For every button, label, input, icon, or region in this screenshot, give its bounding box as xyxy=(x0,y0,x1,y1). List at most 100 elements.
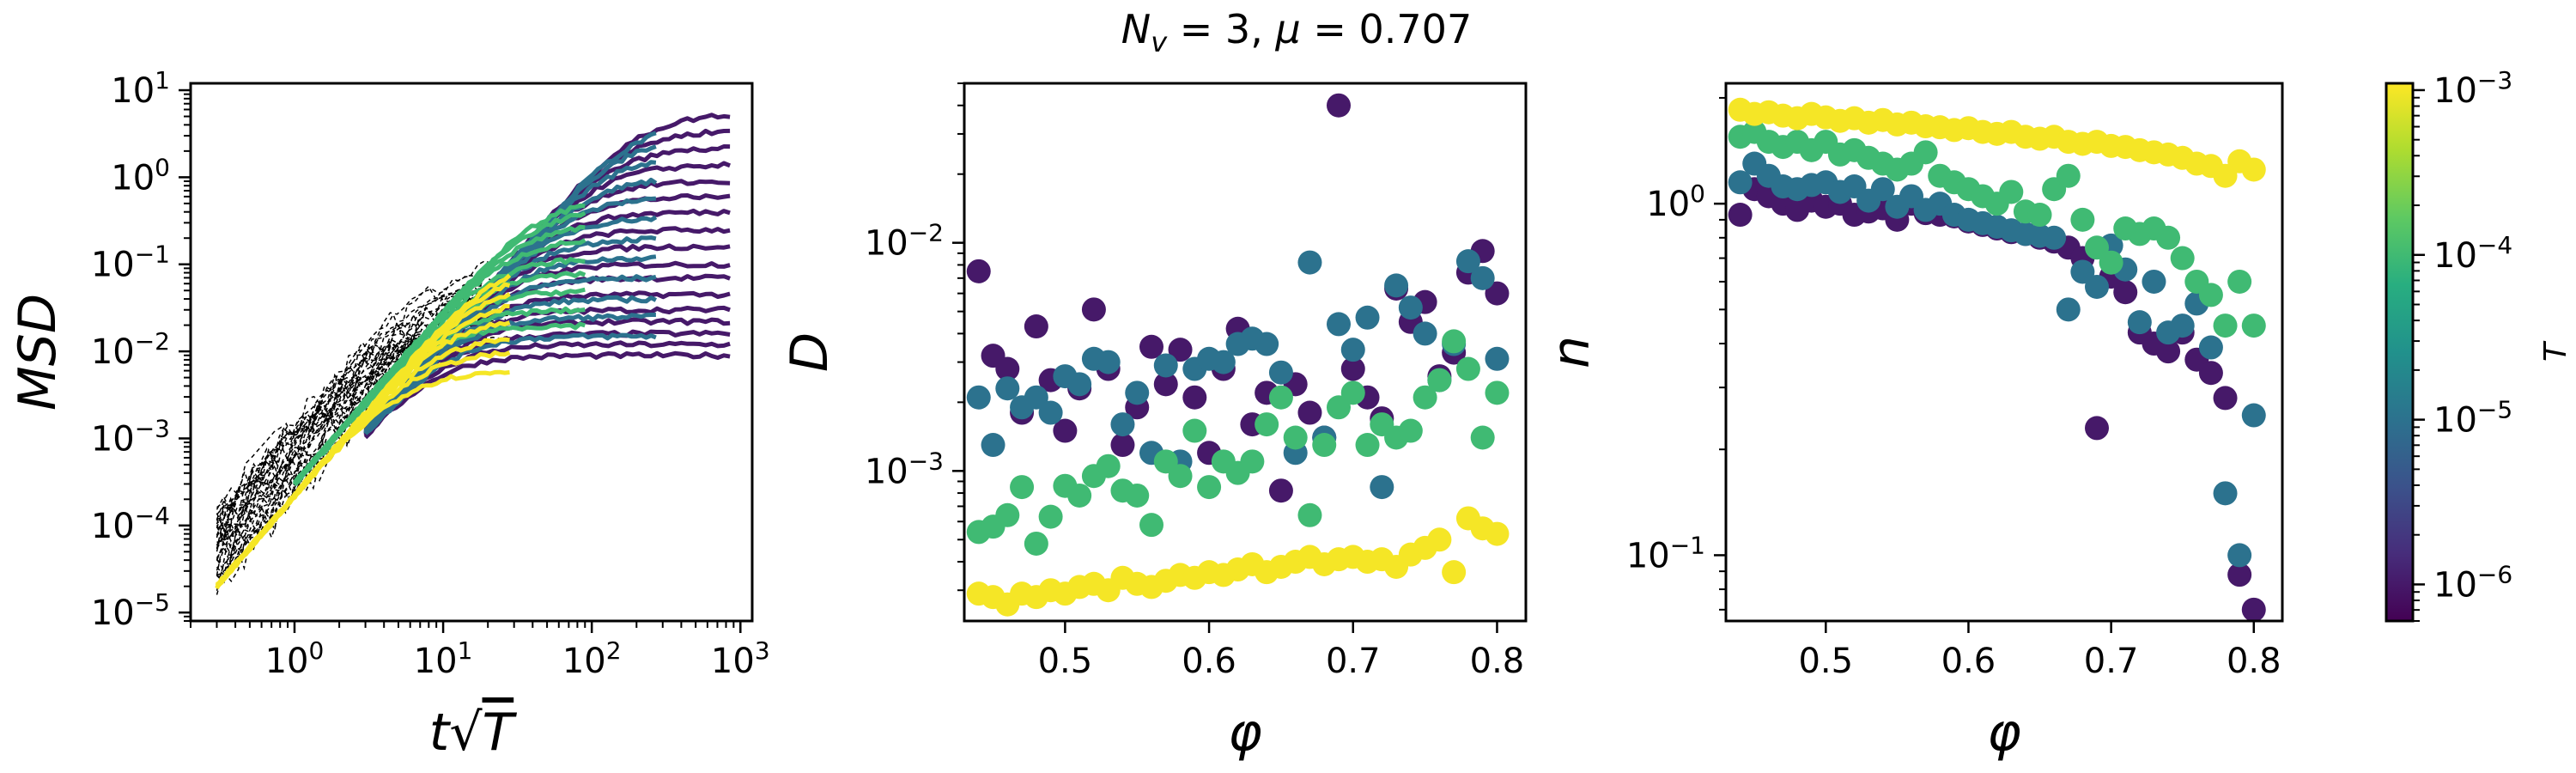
scatter-point xyxy=(2142,269,2166,294)
scatter-point xyxy=(1096,453,1121,478)
colorbar-label: T xyxy=(2538,340,2573,362)
scatter-point xyxy=(1110,412,1135,437)
scatter-point xyxy=(2227,269,2252,294)
scatter-point xyxy=(1081,297,1106,322)
x-tick-label: 0.7 xyxy=(2084,642,2139,681)
scatter-point xyxy=(1268,360,1293,385)
suptitle-rest: = 3, xyxy=(1167,6,1275,52)
msd-curve xyxy=(292,203,586,484)
scatter-point xyxy=(2241,157,2266,182)
scatter-point xyxy=(2213,481,2238,506)
panels: 100 101 102 103 10−5 10−4 10−3 10−2 10−1 100 101 t√… xyxy=(8,66,2573,763)
colorbar-frame xyxy=(2385,82,2415,623)
scatter-point xyxy=(2113,280,2138,305)
scatter-point xyxy=(1024,385,1048,410)
scatter-point xyxy=(1470,425,1495,450)
scatter-point xyxy=(995,356,1020,381)
scatter-point xyxy=(1024,314,1048,339)
scatter-point xyxy=(2056,297,2081,322)
scatter-point xyxy=(1485,521,1510,546)
scatter-point xyxy=(1153,353,1178,378)
x-axis-label: φ xyxy=(1228,703,1262,763)
scatter-point xyxy=(1125,380,1150,405)
colorbar-tick-label: 10−5 xyxy=(2433,396,2512,441)
panel-n: 0.5 0.6 0.7 0.8 10−1 100 φ n xyxy=(1541,82,2284,763)
reference-curve xyxy=(216,321,487,550)
scatter-point xyxy=(995,502,1020,527)
scatter-point xyxy=(2099,250,2123,275)
scatter-point xyxy=(1182,385,1207,410)
scatter-point xyxy=(1096,350,1121,374)
scatter-point xyxy=(1340,356,1365,381)
scatter-point xyxy=(1340,380,1365,405)
y-tick-label: 10−4 xyxy=(91,502,170,546)
colorbar: 10−6 10−5 10−4 10−3 T xyxy=(2385,66,2573,623)
reference-curve xyxy=(216,259,500,536)
scatter-point xyxy=(1268,385,1293,410)
scatter-point xyxy=(1470,265,1495,290)
panel-D: 0.5 0.6 0.7 0.8 10−3 10−2 φ D xyxy=(780,82,1528,763)
colorbar-tick-label: 10−3 xyxy=(2433,66,2512,111)
scatter-point xyxy=(2156,339,2181,364)
scatter-point xyxy=(966,259,991,283)
scatter-point xyxy=(2042,225,2067,250)
scatter-point xyxy=(1139,334,1163,359)
scatter-point xyxy=(1268,478,1293,503)
scatter-point xyxy=(2227,543,2252,568)
scatter-point xyxy=(1053,418,1078,443)
scatter-point xyxy=(1427,527,1452,552)
scatter-point xyxy=(2198,361,2223,386)
scatter-point xyxy=(1413,321,1437,346)
scatter-point xyxy=(1153,372,1178,397)
x-tick-label: 103 xyxy=(711,636,770,681)
scatter-point xyxy=(2085,235,2109,260)
scatter-point xyxy=(1370,475,1394,500)
scatter-point xyxy=(1024,531,1048,556)
scatter-point xyxy=(1413,385,1437,410)
scatter-point xyxy=(1168,338,1193,362)
scatter-point xyxy=(1398,418,1423,443)
scatter-point xyxy=(1913,140,1938,165)
y-tick-label: 10−2 xyxy=(91,327,170,372)
scatter-point xyxy=(1728,203,1753,228)
scatter-point xyxy=(2070,207,2095,232)
scatter-point xyxy=(1211,350,1236,374)
scatter-point xyxy=(1067,372,1092,397)
scatter-point xyxy=(2241,313,2266,338)
scatter-point xyxy=(1427,368,1452,393)
y-tick-label: 100 xyxy=(111,153,170,198)
axes-frame xyxy=(963,82,1528,623)
y-tick-label: 100 xyxy=(1646,180,1705,224)
scatter-point xyxy=(966,385,991,410)
scatter-point xyxy=(2127,310,2152,335)
scatter-point xyxy=(1110,433,1135,458)
scatter-point xyxy=(1255,412,1279,437)
scatter-point xyxy=(2213,313,2238,338)
x-tick-label: 102 xyxy=(562,636,622,681)
scatter-point xyxy=(1485,380,1510,405)
plot-area xyxy=(1728,97,2266,621)
scatter-point xyxy=(2198,335,2223,360)
reference-curve xyxy=(216,294,485,565)
scatter-point xyxy=(1255,332,1279,356)
msd-curve xyxy=(216,273,512,588)
x-tick-label: 100 xyxy=(265,636,325,681)
x-tick-label: 0.8 xyxy=(1470,642,1525,681)
figure-suptitle: Nv = 3, μ = 0.707 xyxy=(1121,6,1472,58)
y-tick-label: 10−3 xyxy=(865,447,944,491)
y-tick-label: 101 xyxy=(111,66,170,111)
scatter-point xyxy=(1283,425,1308,450)
y-tick-label: 10−5 xyxy=(91,588,170,633)
scatter-point xyxy=(1125,483,1150,508)
scatter-point xyxy=(1067,483,1092,508)
scatter-point xyxy=(1355,305,1380,330)
scatter-point xyxy=(2027,203,2052,228)
scatter-point xyxy=(1455,249,1480,274)
y-tick-label: 10−3 xyxy=(91,414,170,459)
y-axis-label: n xyxy=(1541,336,1601,368)
scatter-point xyxy=(2170,246,2195,271)
scatter-point xyxy=(995,376,1020,401)
scatter-point xyxy=(1010,475,1035,500)
x-tick-label: 0.5 xyxy=(1798,642,1853,681)
